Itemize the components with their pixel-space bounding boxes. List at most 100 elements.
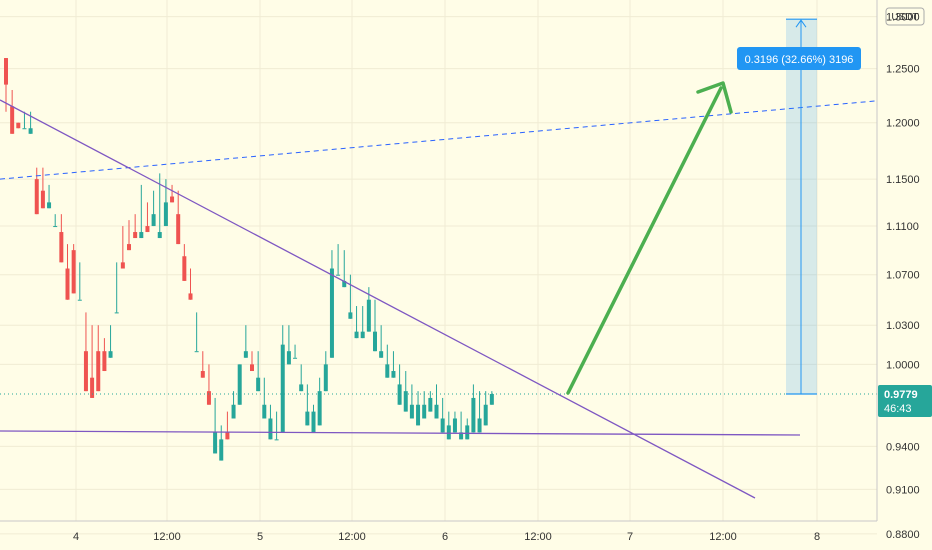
candle-body bbox=[213, 432, 217, 453]
price-tick-label: 1.1100 bbox=[886, 221, 919, 233]
time-tick-label: 12:00 bbox=[524, 531, 552, 543]
candle-body bbox=[244, 351, 248, 358]
price-labels: 0.9779 46:43 bbox=[878, 385, 932, 417]
candle-body bbox=[256, 378, 260, 391]
time-tick-label: 4 bbox=[73, 531, 79, 543]
candle-body bbox=[268, 418, 272, 439]
candle-body bbox=[312, 412, 316, 433]
candle-body bbox=[422, 405, 426, 419]
time-tick-label: 5 bbox=[257, 531, 263, 543]
candle-body bbox=[250, 364, 254, 371]
candle-body bbox=[182, 256, 186, 281]
candle-body bbox=[299, 384, 303, 391]
candle-body bbox=[127, 244, 131, 250]
candle-body bbox=[121, 262, 125, 268]
candle-body bbox=[281, 345, 285, 433]
candle-body bbox=[66, 269, 70, 300]
candle-body bbox=[275, 439, 279, 440]
price-tick-label: 1.2000 bbox=[886, 118, 920, 130]
price-tick-label: 1.2500 bbox=[886, 64, 920, 76]
candle-body bbox=[96, 351, 100, 391]
candle-body bbox=[410, 405, 414, 419]
candle-body bbox=[373, 332, 377, 352]
candle-body bbox=[152, 214, 156, 226]
candle-body bbox=[109, 351, 113, 358]
candle-body bbox=[35, 179, 39, 214]
candle-body bbox=[4, 58, 8, 85]
price-tick-label: 0.9400 bbox=[886, 441, 920, 453]
candle-body bbox=[324, 364, 328, 391]
candle-body bbox=[115, 312, 119, 313]
candle-body bbox=[238, 364, 242, 404]
candle-body bbox=[219, 439, 223, 460]
candle-body bbox=[453, 418, 457, 432]
candle-body bbox=[287, 351, 291, 364]
candle-body bbox=[176, 214, 180, 244]
price-tick-label: 1.3000 bbox=[886, 12, 920, 24]
candle-body bbox=[72, 250, 76, 293]
candle-body bbox=[78, 300, 82, 301]
bar-countdown: 46:43 bbox=[884, 403, 912, 415]
candle-body bbox=[47, 202, 51, 208]
candle-body bbox=[416, 405, 420, 426]
candle-body bbox=[170, 197, 174, 203]
candle-body bbox=[164, 202, 168, 226]
candle-body bbox=[22, 128, 26, 129]
candle-body bbox=[262, 405, 266, 419]
price-tick-label: 0.8800 bbox=[886, 529, 920, 541]
candle-body bbox=[53, 226, 57, 227]
candle-body bbox=[16, 123, 20, 129]
price-tick-label: 1.1500 bbox=[886, 174, 920, 186]
candle-body bbox=[398, 384, 402, 404]
candle-body bbox=[201, 371, 205, 378]
candle-body bbox=[90, 378, 94, 398]
candle-body bbox=[379, 351, 383, 358]
candle-body bbox=[361, 332, 365, 338]
candle-body bbox=[348, 312, 352, 318]
time-tick-label: 6 bbox=[442, 531, 448, 543]
candle-body bbox=[84, 351, 88, 391]
candle-body bbox=[158, 232, 162, 238]
price-tick-label: 0.9100 bbox=[886, 484, 920, 496]
candle-body bbox=[59, 232, 63, 262]
time-tick-label: 8 bbox=[814, 531, 820, 543]
price-tick-label: 1.0000 bbox=[886, 359, 920, 371]
candle-body bbox=[367, 300, 371, 332]
candle-body bbox=[195, 351, 199, 352]
candle-body bbox=[336, 275, 340, 276]
price-tick-label: 1.0300 bbox=[886, 320, 920, 332]
candle-body bbox=[207, 391, 211, 405]
candle-body bbox=[10, 106, 14, 134]
time-tick-label: 12:00 bbox=[338, 531, 366, 543]
last-price-value: 0.9779 bbox=[884, 389, 918, 401]
measure-label: 0.3196 (32.66%) 3196 bbox=[745, 54, 854, 66]
candle-body bbox=[465, 425, 469, 439]
candle-body bbox=[478, 418, 482, 432]
candle-body bbox=[355, 332, 359, 338]
candle-body bbox=[189, 293, 193, 299]
candle-body bbox=[484, 405, 488, 426]
candle-body bbox=[428, 398, 432, 412]
candle-body bbox=[391, 371, 395, 378]
candle-body bbox=[29, 128, 33, 134]
candle-body bbox=[225, 432, 229, 439]
time-tick-label: 7 bbox=[627, 531, 633, 543]
candle-body bbox=[471, 398, 475, 432]
candle-body bbox=[441, 418, 445, 432]
price-tick-label: 1.0700 bbox=[886, 270, 920, 282]
time-tick-label: 12:00 bbox=[709, 531, 737, 543]
time-tick-label: 12:00 bbox=[153, 531, 181, 543]
candle-body bbox=[447, 425, 451, 439]
candle-body bbox=[385, 364, 389, 377]
candle-body bbox=[145, 226, 149, 232]
candle-body bbox=[41, 191, 45, 209]
candle-body bbox=[133, 232, 137, 238]
candle-body bbox=[232, 405, 236, 419]
price-axis[interactable]: USDT 1.35001.30001.25001.20001.15001.110… bbox=[877, 0, 932, 550]
candle-body bbox=[293, 358, 297, 359]
candle-body bbox=[435, 405, 439, 419]
candle-body bbox=[139, 232, 143, 238]
candle-body bbox=[490, 394, 494, 405]
candle-body bbox=[330, 269, 334, 358]
